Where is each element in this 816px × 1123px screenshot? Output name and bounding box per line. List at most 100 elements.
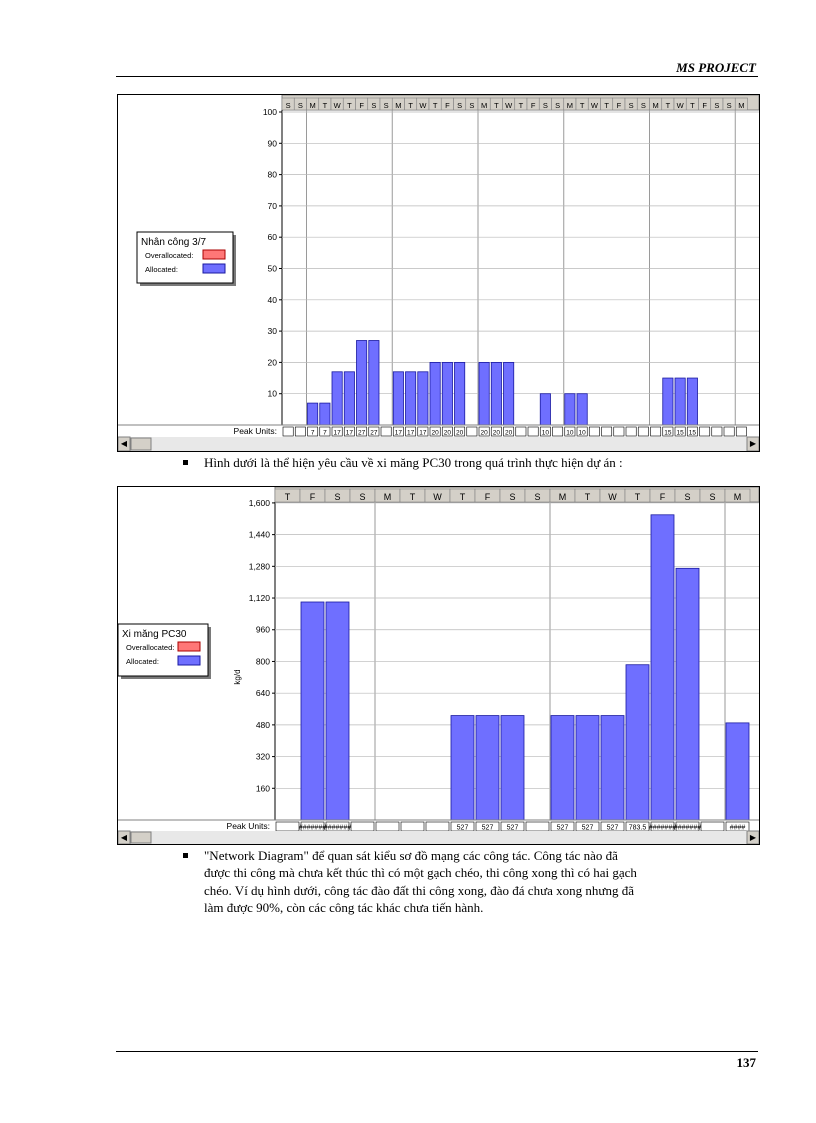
allocated-bar xyxy=(500,715,525,821)
peak-units-value: ####### xyxy=(324,825,351,832)
allocated-bar xyxy=(478,361,490,426)
peak-units-value: 20 xyxy=(456,430,464,437)
y-tick-label: 1,600 xyxy=(249,498,271,508)
y-tick-label: 800 xyxy=(256,656,270,666)
legend-overallocated-label: Overallocated: xyxy=(145,251,193,260)
timescale-day-label: T xyxy=(519,101,524,110)
peak-units-cell xyxy=(282,426,294,437)
allocated-bar xyxy=(319,402,331,426)
timescale-day-label: S xyxy=(727,101,732,110)
scroll-right-button[interactable] xyxy=(746,830,759,844)
page-number: 137 xyxy=(736,1055,757,1070)
peak-units-value: 27 xyxy=(358,430,366,437)
peak-units-cell xyxy=(711,426,723,437)
allocated-bar xyxy=(454,361,466,426)
peak-units-value: 7 xyxy=(323,430,327,437)
y-tick-label: 960 xyxy=(256,625,270,635)
horizontal-scrollbar-track xyxy=(118,437,759,451)
scroll-left-button[interactable] xyxy=(118,436,131,451)
timescale-day-label: S xyxy=(509,492,515,502)
peak-units-cell xyxy=(478,426,490,437)
peak-units-value: 527 xyxy=(557,825,569,832)
peak-units-cell xyxy=(686,426,698,437)
paragraph-line: chéo. Ví dụ hình dưới, công tác đào đất … xyxy=(204,882,634,898)
timescale-day-label: W xyxy=(608,492,617,502)
peak-units-cell xyxy=(539,426,551,437)
labor-chart-svg: S S M T W T F S S M T W T F S S M T W T F S S M T W T F S S M T W T F S S M10… xyxy=(118,95,759,451)
y-tick-label: 80 xyxy=(268,170,278,180)
y-tick-label: 1,440 xyxy=(249,530,271,540)
peak-units-cell xyxy=(405,426,417,437)
scroll-thumb[interactable] xyxy=(130,831,152,844)
timescale-day-label: T xyxy=(604,101,609,110)
peak-units-cell xyxy=(588,426,600,437)
timescale-day-cell xyxy=(734,97,748,111)
legend-overallocated-label: Overallocated: xyxy=(126,643,174,652)
peak-units-value: 10 xyxy=(566,430,574,437)
peak-units-value: 527 xyxy=(507,825,519,832)
allocated-bar xyxy=(539,393,551,426)
paragraph-line: làm được 90%, còn các công tác khác chưa… xyxy=(204,899,484,915)
peak-units-cell xyxy=(613,426,625,437)
resource-graph-labor: S S M T W T F S S M T W T F S S M T W T F S S M T W T F S S M T W T F S S M 10… xyxy=(117,94,760,452)
timescale-day-label: M xyxy=(734,492,742,502)
timescale-day-label: T xyxy=(323,101,328,110)
peak-units-value: 20 xyxy=(444,430,452,437)
peak-units-cell xyxy=(425,821,450,832)
scroll-left-button[interactable] xyxy=(118,830,131,844)
scroll-right-button[interactable] xyxy=(746,436,759,451)
timescale-day-label: F xyxy=(485,492,491,502)
paragraph-line: được thi công mà chưa kết thúc thì có mộ… xyxy=(204,865,637,881)
paragraph-line: "Network Diagram" để quan sát kiểu sơ đồ… xyxy=(204,848,618,863)
peak-units-value: #### xyxy=(730,825,746,832)
peak-units-cell xyxy=(429,426,441,437)
allocated-bar xyxy=(450,715,475,821)
timescale-day-label: T xyxy=(347,101,352,110)
allocated-bar xyxy=(575,715,600,821)
legend-allocated-swatch xyxy=(177,655,201,666)
peak-units-value: 527 xyxy=(607,825,619,832)
peak-units-value: 15 xyxy=(689,430,697,437)
timescale-day-label: F xyxy=(531,101,536,110)
peak-units-label: Peak Units: xyxy=(227,821,270,831)
peak-units-value: 15 xyxy=(664,430,672,437)
peak-units-value: 527 xyxy=(457,825,469,832)
allocated-bar xyxy=(325,601,350,821)
peak-units-cell xyxy=(601,426,613,437)
timescale-day-label: T xyxy=(408,101,413,110)
allocated-bar xyxy=(625,664,650,821)
allocated-bar xyxy=(674,377,686,426)
peak-units-cell xyxy=(417,426,429,437)
peak-units-cell xyxy=(662,426,674,437)
allocated-bar xyxy=(490,361,502,426)
timescale-day-label: T xyxy=(460,492,466,502)
timescale-day-label: M xyxy=(384,492,392,502)
scroll-left-arrow-icon: ◀ xyxy=(121,833,128,842)
timescale-day-label: W xyxy=(419,101,427,110)
timescale-day-label: S xyxy=(534,492,540,502)
peak-units-value: 17 xyxy=(407,430,415,437)
timescale-day-label: M xyxy=(395,101,401,110)
timescale-day-label: S xyxy=(286,101,291,110)
timescale-day-label: S xyxy=(469,101,474,110)
peak-units-value: 15 xyxy=(677,430,685,437)
peak-units-value: 527 xyxy=(482,825,494,832)
peak-units-value: 527 xyxy=(582,825,594,832)
allocated-bar xyxy=(417,371,429,426)
legend-overallocated-swatch xyxy=(177,641,201,652)
y-tick-label: 60 xyxy=(268,232,278,242)
timescale-day-label: T xyxy=(494,101,499,110)
timescale-day-label: M xyxy=(481,101,487,110)
timescale-day-label: T xyxy=(666,101,671,110)
allocated-bar xyxy=(368,340,380,426)
timescale-day-label: F xyxy=(660,492,666,502)
timescale-day-label: M xyxy=(738,101,744,110)
header-rule xyxy=(116,76,758,77)
resource-graph-cement: T F S S M T W T F S S M T W T F S S M 160 320 480 640 800 960 1,1… xyxy=(117,486,760,845)
horizontal-scrollbar-track xyxy=(118,831,759,844)
legend-title: Xi măng PC30 xyxy=(122,629,187,640)
timescale-day-label: F xyxy=(702,101,707,110)
allocated-bar xyxy=(356,340,368,426)
scroll-thumb[interactable] xyxy=(130,437,152,451)
timescale-day-label: T xyxy=(585,492,591,502)
